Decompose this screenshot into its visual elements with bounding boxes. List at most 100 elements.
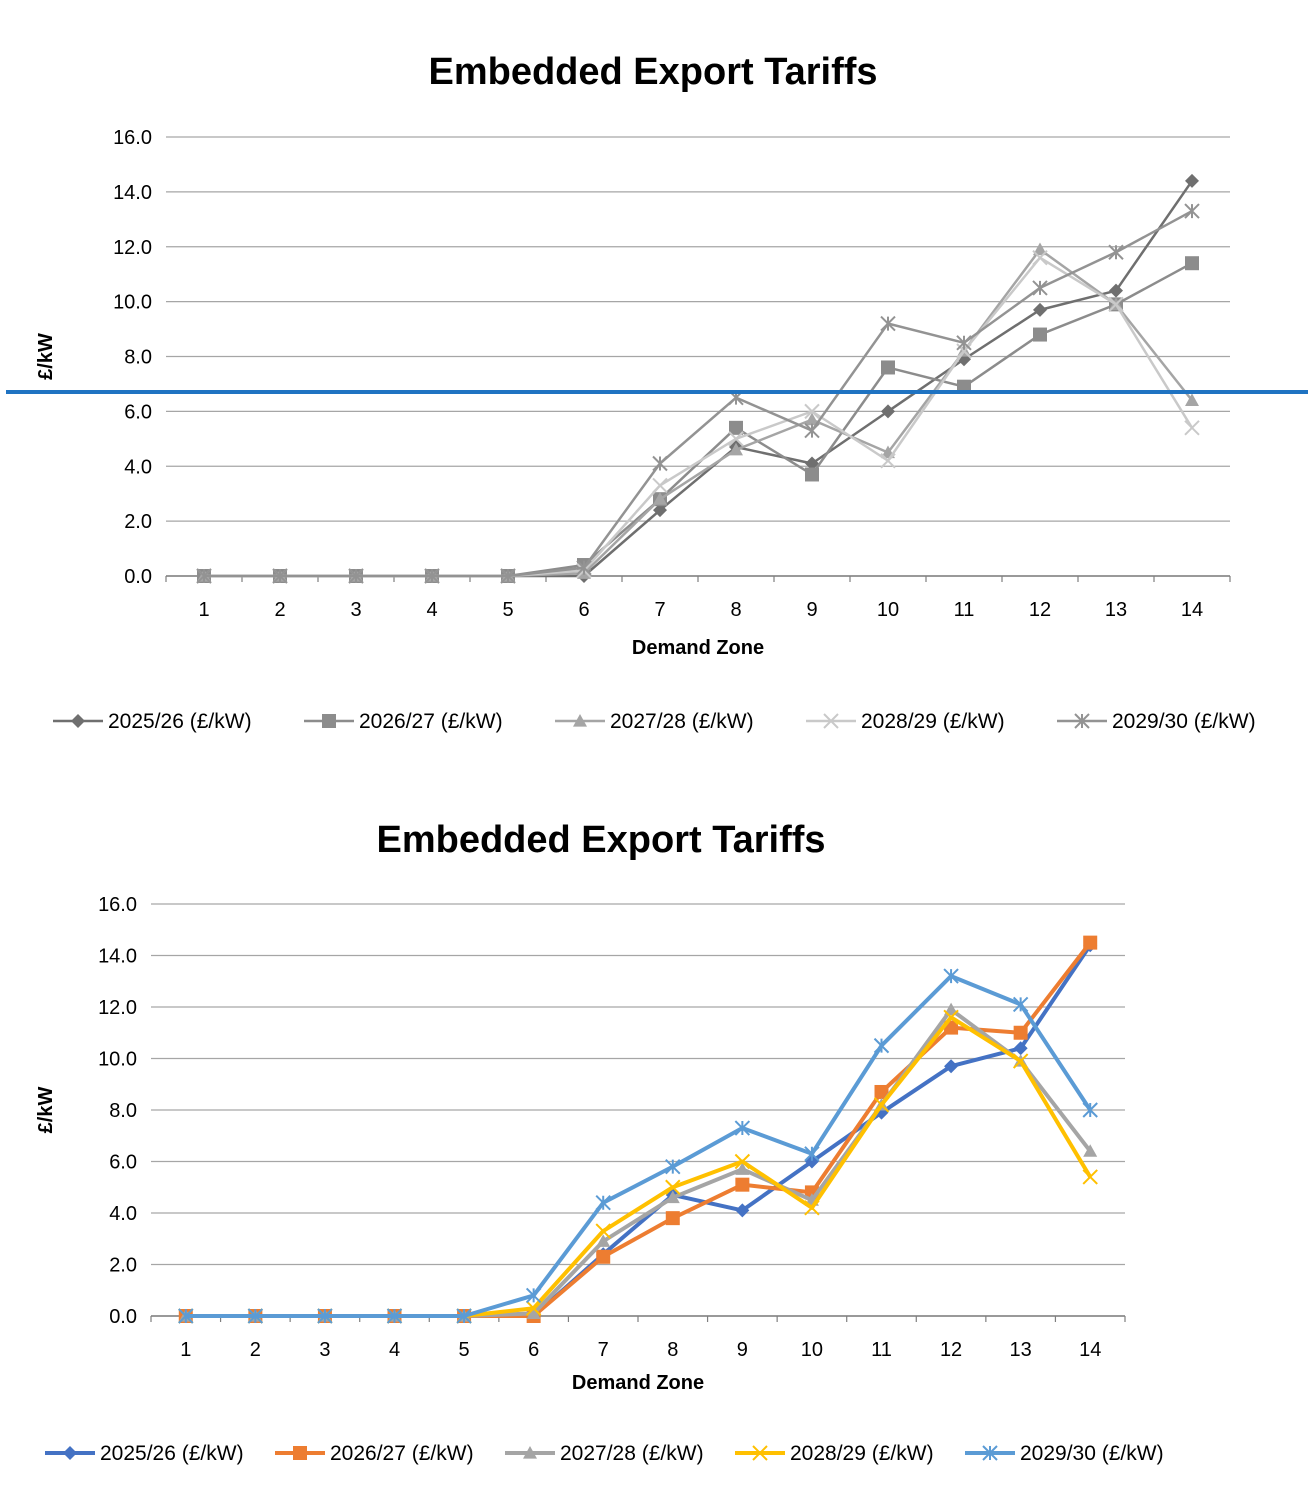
data-point bbox=[247, 1308, 264, 1324]
data-point bbox=[1108, 244, 1124, 260]
data-point bbox=[729, 442, 743, 456]
data-point bbox=[943, 968, 959, 984]
data-point bbox=[1184, 420, 1200, 436]
series-line bbox=[204, 248, 1193, 578]
x-tick-label: 14 bbox=[1181, 599, 1203, 621]
x-tick-label: 8 bbox=[730, 599, 741, 621]
data-point bbox=[652, 477, 668, 494]
x-tick-label: 4 bbox=[389, 1339, 400, 1361]
x-tick-label: 5 bbox=[502, 599, 513, 621]
y-tick-label: 2.0 bbox=[109, 1255, 137, 1277]
series-4 bbox=[178, 968, 1098, 1324]
x-tick-label: 11 bbox=[871, 1339, 892, 1361]
y-axis-label: £/kW bbox=[35, 1087, 57, 1134]
legend-label: 2026/27 (£/kW) bbox=[359, 710, 503, 733]
x-tick-label: 5 bbox=[459, 1339, 470, 1361]
data-point bbox=[804, 1146, 820, 1162]
x-axis-label: Demand Zone bbox=[572, 1372, 704, 1394]
data-point bbox=[596, 1249, 611, 1264]
data-point bbox=[1032, 280, 1048, 296]
data-point bbox=[665, 1190, 680, 1204]
series-0 bbox=[178, 938, 1098, 1323]
chart-bottom: Embedded Export Tariffs 0.0 2.0 4.0 6.0 8.0 10… bbox=[0, 770, 1311, 1508]
data-point bbox=[880, 315, 896, 332]
data-point bbox=[1012, 996, 1029, 1013]
x-tick-label: 14 bbox=[1079, 1339, 1101, 1361]
chart-title: Embedded Export Tariffs bbox=[376, 819, 825, 861]
data-point bbox=[665, 1179, 681, 1195]
legend-item-1: 2026/27 (£/kW) bbox=[275, 1442, 474, 1465]
series-line bbox=[204, 256, 1194, 578]
legend-item-1: 2026/27 (£/kW) bbox=[304, 710, 503, 733]
data-point bbox=[386, 1308, 403, 1324]
data-point bbox=[944, 1002, 959, 1016]
data-point bbox=[317, 1308, 333, 1324]
legend-marker bbox=[752, 1445, 768, 1461]
data-point bbox=[1184, 203, 1200, 219]
data-point bbox=[596, 1234, 611, 1247]
x-tick-label: 13 bbox=[1010, 1339, 1032, 1361]
x-tick-label: 3 bbox=[350, 599, 361, 621]
series-line bbox=[204, 209, 1193, 578]
data-point bbox=[653, 503, 667, 518]
legend-label: 2025/26 (£/kW) bbox=[108, 710, 252, 733]
data-point bbox=[665, 1211, 680, 1226]
legend-marker bbox=[573, 714, 587, 727]
y-tick-label: 10.0 bbox=[98, 1049, 137, 1071]
data-point bbox=[1032, 250, 1048, 266]
data-point bbox=[272, 568, 288, 584]
data-point bbox=[1013, 1041, 1028, 1056]
y-tick-label: 8.0 bbox=[124, 347, 152, 369]
data-point bbox=[873, 1097, 890, 1113]
series-3 bbox=[178, 1009, 1098, 1324]
data-point bbox=[873, 1037, 890, 1054]
data-point bbox=[424, 568, 440, 584]
data-point bbox=[1033, 327, 1047, 342]
y-tick-label: 8.0 bbox=[109, 1100, 137, 1122]
y-tick-label: 16.0 bbox=[113, 127, 152, 149]
data-point bbox=[1083, 935, 1098, 950]
data-point bbox=[652, 455, 668, 472]
series-line bbox=[185, 944, 1092, 1318]
y-tick-label: 2.0 bbox=[124, 511, 152, 533]
data-point bbox=[653, 492, 667, 505]
y-tick-label: 0.0 bbox=[124, 566, 152, 588]
data-point bbox=[196, 568, 212, 584]
data-point bbox=[734, 1120, 751, 1136]
legend-label: 2027/28 (£/kW) bbox=[560, 1442, 704, 1465]
x-tick-label: 11 bbox=[954, 599, 975, 621]
data-point bbox=[805, 467, 819, 482]
data-point bbox=[1012, 1053, 1029, 1069]
data-point bbox=[805, 412, 819, 426]
series-1 bbox=[197, 256, 1199, 583]
x-tick-label: 9 bbox=[806, 599, 817, 621]
data-point bbox=[1013, 1025, 1028, 1040]
data-point bbox=[874, 1084, 889, 1099]
data-point bbox=[943, 1009, 959, 1026]
chart-title: Embedded Export Tariffs bbox=[428, 51, 877, 93]
x-tick-label: 7 bbox=[598, 1339, 609, 1361]
series-line bbox=[185, 1007, 1092, 1318]
legend-label: 2028/29 (£/kW) bbox=[790, 1442, 934, 1465]
x-tick-label: 2 bbox=[274, 599, 285, 621]
data-point bbox=[1083, 1144, 1098, 1157]
legend-marker bbox=[823, 713, 839, 729]
x-tick-label: 12 bbox=[940, 1339, 962, 1361]
data-point bbox=[804, 422, 820, 439]
data-point bbox=[1185, 393, 1199, 406]
x-axis-label: Demand Zone bbox=[632, 637, 764, 659]
data-point bbox=[735, 1162, 750, 1175]
y-tick-label: 6.0 bbox=[109, 1152, 137, 1174]
series-line bbox=[185, 1015, 1092, 1318]
chart-top: Embedded Export Tariffs 0.0 2.0 4.0 6.0 8.0 10… bbox=[35, 51, 1256, 733]
y-tick-label: 16.0 bbox=[98, 894, 137, 916]
x-tick-label: 10 bbox=[801, 1339, 823, 1361]
y-tick-label: 14.0 bbox=[98, 946, 137, 968]
y-axis-label: £/kW bbox=[35, 333, 57, 380]
data-point bbox=[880, 453, 896, 469]
legend-label: 2028/29 (£/kW) bbox=[861, 710, 1005, 733]
legend-label: 2029/30 (£/kW) bbox=[1020, 1442, 1164, 1465]
data-point bbox=[595, 1194, 611, 1211]
series-3 bbox=[196, 250, 1200, 584]
data-point bbox=[595, 1223, 611, 1239]
